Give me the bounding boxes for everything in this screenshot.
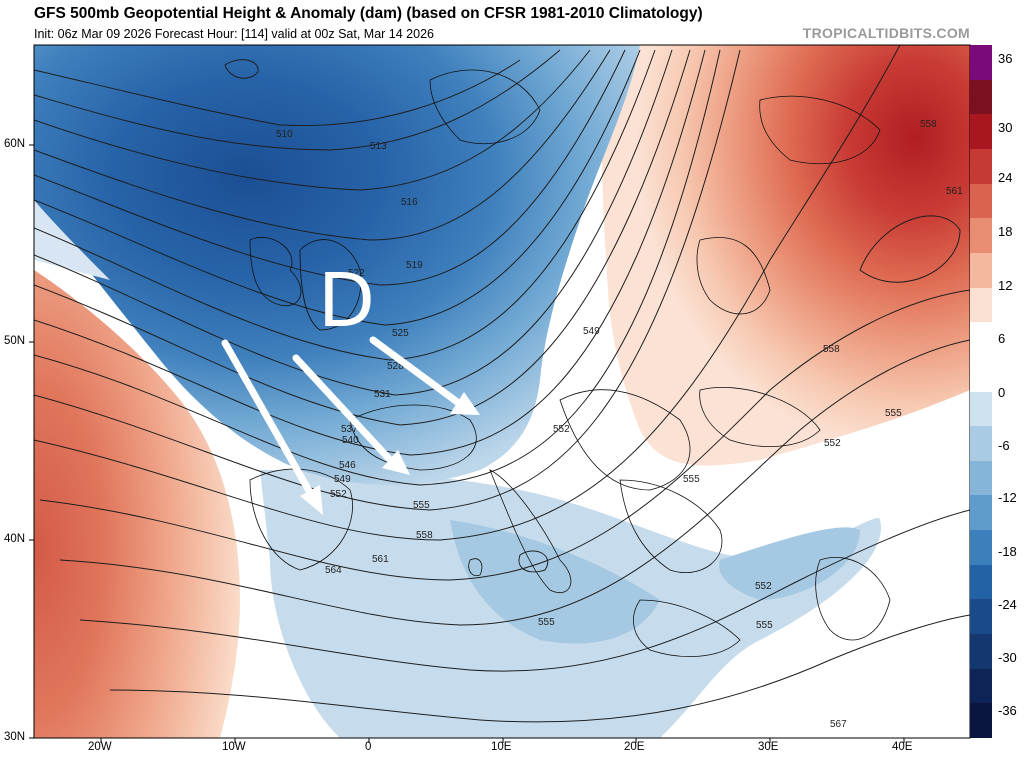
- colorbar-segment: [970, 45, 992, 81]
- colorbar-label: -6: [998, 438, 1010, 453]
- colorbar-segment: [970, 252, 992, 289]
- anomaly-trough-edge: [34, 200, 110, 280]
- colorbar-segment: [970, 183, 992, 219]
- contour-label: 561: [946, 186, 963, 197]
- colorbar-segment: [970, 426, 992, 462]
- colorbar-label: -12: [998, 490, 1017, 505]
- arrow-head: [382, 450, 410, 475]
- contour-label: 564: [325, 565, 342, 576]
- colorbar-label: -30: [998, 650, 1017, 665]
- lon-label: 40E: [892, 741, 913, 753]
- colorbar-segment: [970, 460, 992, 496]
- anomaly-trough-negative: [34, 45, 640, 485]
- lon-label: 10E: [491, 741, 512, 753]
- anomaly-atlantic-positive: [34, 270, 240, 738]
- contour-label: 552: [824, 438, 841, 449]
- contour-label: 549: [583, 326, 600, 337]
- anomaly-east-positive: [600, 45, 970, 466]
- axis-ticks: [29, 144, 905, 743]
- arrow-shaft: [292, 354, 396, 466]
- colorbar-label: -36: [998, 703, 1017, 718]
- contour-label: 558: [823, 344, 840, 355]
- lon-label: 20W: [88, 741, 112, 753]
- height-contours: [34, 45, 970, 723]
- contour-labels: 510 513 516 519 522 525 528 531 537 540 …: [276, 119, 963, 730]
- lon-label: 30E: [758, 741, 779, 753]
- lat-label: 30N: [4, 731, 26, 743]
- colorbar-segment: [970, 495, 992, 531]
- lon-label: 20E: [624, 741, 645, 753]
- coastlines: [249, 69, 891, 657]
- lon-label: 0: [365, 741, 372, 753]
- colorbar-segment: [970, 148, 992, 185]
- arrow-shaft: [369, 336, 464, 408]
- lat-label: 60N: [4, 138, 26, 150]
- contour-label: 531: [374, 389, 391, 400]
- flow-arrows: [221, 336, 480, 515]
- contour-label: 513: [370, 141, 387, 152]
- contour-label: 510: [276, 129, 293, 140]
- contour-label: 561: [372, 554, 389, 565]
- colorbar-label: 6: [998, 331, 1006, 346]
- contour-label: 522: [348, 268, 365, 279]
- lat-label: 40N: [4, 533, 26, 545]
- colorbar-segment: [970, 703, 992, 739]
- colorbar-segment: [970, 79, 992, 115]
- colorbar-label: 12: [998, 278, 1013, 293]
- contour-label: 552: [553, 424, 570, 435]
- contour-label: 552: [755, 581, 772, 592]
- colorbar-segment: [970, 114, 992, 150]
- forecast-info: Init: 06z Mar 09 2026 Forecast Hour: [11…: [34, 27, 434, 41]
- contour-label: 546: [339, 460, 356, 471]
- contour-label: 525: [392, 328, 409, 339]
- colorbar-segment: [970, 287, 992, 323]
- arrow-head: [300, 485, 323, 515]
- colorbar-segment: [970, 668, 992, 704]
- map-area: 510 513 516 519 522 525 528 531 537 540 …: [34, 45, 970, 738]
- lat-label: 50N: [4, 335, 26, 347]
- contour-label: 555: [413, 500, 430, 511]
- colorbar-label: 36: [998, 51, 1013, 66]
- arrow-shaft: [221, 339, 316, 500]
- colorbar-label: 30: [998, 120, 1013, 135]
- contour-label: 555: [683, 474, 700, 485]
- colorbar-label: -18: [998, 544, 1017, 559]
- colorbar-segment: [970, 564, 992, 600]
- contour-label: 549: [334, 474, 351, 485]
- colorbar-segment: [970, 322, 992, 358]
- colorbar-label: 24: [998, 170, 1013, 185]
- contour-label: 558: [416, 530, 433, 541]
- low-pressure-letter: D: [318, 258, 375, 344]
- contour-label: 537: [341, 424, 358, 435]
- anomaly-colorbar: [970, 45, 992, 739]
- source-credit: TROPICALTIDBITS.COM: [802, 25, 970, 41]
- arrow-head: [450, 392, 480, 415]
- contour-label: 555: [538, 617, 555, 628]
- contour-label: 552: [330, 489, 347, 500]
- contour-label: 555: [756, 620, 773, 631]
- contour-label: 567: [830, 719, 847, 730]
- colorbar-segment: [970, 530, 992, 566]
- colorbar-segment: [970, 218, 992, 254]
- contour-label: 558: [920, 119, 937, 130]
- contour-label: 555: [885, 408, 902, 419]
- colorbar-label: 18: [998, 224, 1013, 239]
- colorbar-segment: [970, 599, 992, 635]
- colorbar-label: 0: [998, 385, 1006, 400]
- colorbar-segment: [970, 356, 992, 392]
- contour-label: 528: [387, 361, 404, 372]
- contour-label: 516: [401, 197, 418, 208]
- anomaly-med-negative-inner: [450, 520, 660, 644]
- colorbar-label: -24: [998, 597, 1017, 612]
- contour-label: 540: [342, 435, 359, 446]
- anomaly-east-med: [719, 527, 860, 600]
- chart-title: GFS 500mb Geopotential Height & Anomaly …: [34, 5, 703, 22]
- lon-label: 10W: [222, 741, 246, 753]
- colorbar-segment: [970, 634, 992, 670]
- colorbar-segment: [970, 391, 992, 427]
- contour-label: 519: [406, 260, 423, 271]
